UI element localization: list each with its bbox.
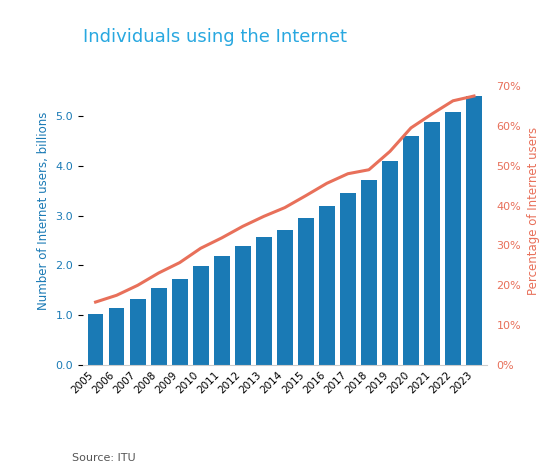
Bar [382,161,398,365]
Bar [361,180,377,365]
Bar [340,193,356,365]
Bar [172,279,187,365]
Bar [235,247,251,365]
Text: Source: ITU: Source: ITU [72,453,135,463]
Bar [109,308,124,365]
Bar [319,206,335,365]
Bar [403,136,419,365]
Bar [88,314,103,365]
Bar [466,96,482,365]
Bar [193,266,208,365]
Bar [298,218,314,365]
Y-axis label: Percentage of Internet users: Percentage of Internet users [526,126,540,295]
Bar [151,288,166,365]
Bar [277,229,293,365]
Bar [214,256,229,365]
Bar [256,237,272,365]
Bar [130,299,145,365]
Bar [424,122,440,365]
Y-axis label: Number of Internet users, billions: Number of Internet users, billions [37,111,50,310]
Bar [445,112,461,365]
Text: Individuals using the Internet: Individuals using the Internet [83,28,347,46]
